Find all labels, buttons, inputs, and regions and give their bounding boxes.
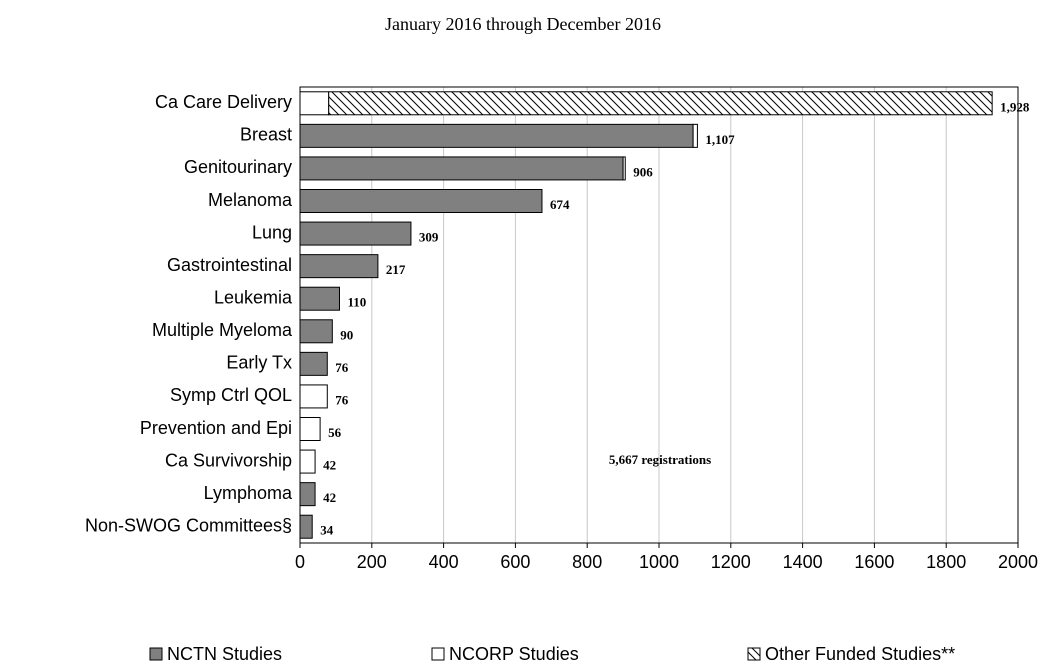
- y-tick-label: Lymphoma: [204, 483, 293, 503]
- legend-swatch: [747, 647, 761, 661]
- bar-segment: [299, 254, 379, 279]
- x-tick-label: 600: [500, 552, 530, 572]
- total-label: 674: [550, 197, 570, 212]
- bar-segment: [299, 319, 333, 344]
- total-label: 1,928: [1000, 99, 1030, 114]
- x-tick-label: 400: [429, 552, 459, 572]
- legend-label: Other Funded Studies**: [765, 644, 955, 664]
- x-tick-label: 800: [572, 552, 602, 572]
- bar-segment: [299, 351, 328, 376]
- bar-segment: [299, 221, 412, 246]
- y-tick-label: Lung: [252, 222, 292, 242]
- total-label: 76: [335, 360, 349, 375]
- total-label: 90: [340, 327, 353, 342]
- x-tick-label: 200: [357, 552, 387, 572]
- bar-segment: [299, 91, 330, 116]
- total-label: 217: [386, 262, 406, 277]
- bar-segment: [299, 384, 328, 409]
- bar-segment: [328, 91, 993, 116]
- y-tick-label: Gastrointestinal: [167, 255, 292, 275]
- bar-segment: [299, 482, 316, 507]
- plot-frame: [299, 86, 1019, 544]
- x-tick-label: 0: [295, 552, 305, 572]
- bar-segment: [299, 286, 340, 311]
- total-label: 42: [323, 490, 336, 505]
- annotation: 5,667 registrations: [609, 452, 711, 467]
- x-tick-label: 1200: [711, 552, 751, 572]
- x-tick-label: 1800: [926, 552, 966, 572]
- y-tick-label: Non-SWOG Committees§: [85, 515, 292, 535]
- bar-segment: [299, 189, 543, 213]
- total-label: 56: [328, 425, 342, 440]
- legend-label: NCTN Studies: [167, 644, 282, 664]
- y-tick-label: Breast: [240, 125, 292, 145]
- total-label: 906: [633, 164, 653, 179]
- y-tick-label: Leukemia: [214, 287, 293, 307]
- legend-label: NCORP Studies: [449, 644, 579, 664]
- bar-segment: [692, 123, 698, 148]
- x-tick-label: 1600: [854, 552, 894, 572]
- x-tick-label: 2000: [998, 552, 1038, 572]
- total-label: 309: [419, 230, 439, 245]
- y-tick-label: Melanoma: [208, 190, 293, 210]
- total-label: 34: [320, 523, 334, 538]
- total-label: 110: [347, 295, 366, 310]
- y-tick-label: Symp Ctrl QOL: [170, 385, 292, 405]
- bar-segment: [299, 514, 313, 539]
- total-label: 1,107: [705, 132, 735, 147]
- y-tick-label: Early Tx: [226, 353, 292, 373]
- bar-segment: [299, 156, 624, 181]
- x-tick-label: 1000: [639, 552, 679, 572]
- legend-swatch: [431, 647, 445, 661]
- y-tick-label: Multiple Myeloma: [152, 320, 293, 340]
- y-tick-label: Ca Survivorship: [165, 450, 292, 470]
- y-tick-label: Genitourinary: [184, 157, 292, 177]
- bar-segment: [299, 449, 316, 474]
- legend-swatch: [149, 647, 163, 661]
- total-label: 76: [335, 392, 349, 407]
- y-tick-label: Ca Care Delivery: [155, 92, 292, 112]
- bar-segment: [299, 417, 321, 441]
- total-label: 42: [323, 458, 336, 473]
- bar-segment: [299, 123, 694, 148]
- x-tick-label: 1400: [783, 552, 823, 572]
- chart-title: January 2016 through December 2016: [385, 14, 661, 34]
- bar-segment: [622, 156, 626, 181]
- y-tick-label: Prevention and Epi: [140, 418, 292, 438]
